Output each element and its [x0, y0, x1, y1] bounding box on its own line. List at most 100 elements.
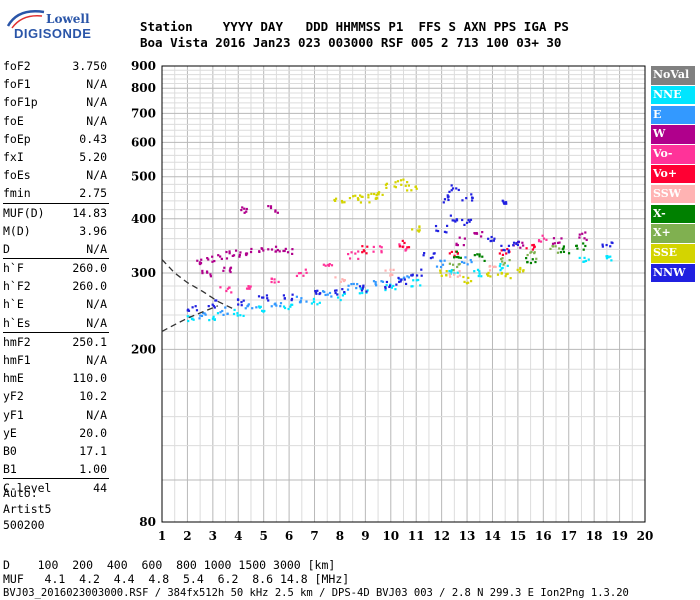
data-point [533, 252, 536, 255]
data-point [512, 241, 516, 244]
data-point [206, 256, 209, 260]
data-point [297, 272, 301, 275]
data-point [500, 249, 503, 252]
data-point [291, 293, 294, 296]
data-point [443, 259, 446, 262]
data-point [581, 232, 584, 235]
data-point [467, 276, 470, 280]
data-point [273, 278, 276, 281]
data-point [299, 301, 302, 304]
data-point [392, 268, 395, 271]
data-point [380, 251, 383, 254]
data-point [456, 265, 459, 269]
data-point [295, 274, 299, 278]
data-point [343, 292, 347, 295]
data-point [587, 258, 590, 261]
data-point [376, 197, 379, 200]
data-point [222, 313, 225, 316]
x-tick-label: 1 [158, 529, 166, 543]
data-point [529, 261, 533, 265]
data-point [316, 303, 319, 306]
data-point [420, 274, 423, 277]
param-row: hmF1 N/A [0, 351, 112, 369]
data-point [533, 246, 536, 249]
data-point [375, 284, 378, 287]
data-point [365, 291, 368, 294]
y-tick-label: 900 [131, 59, 156, 73]
data-point [199, 314, 202, 317]
data-point [318, 301, 321, 304]
data-point [200, 314, 204, 318]
param-value: 0.43 [79, 131, 107, 146]
data-point [507, 249, 510, 252]
data-point [341, 201, 344, 204]
data-point [519, 268, 522, 271]
param-row: yF2 10.2 [0, 387, 112, 405]
data-point [269, 205, 273, 208]
data-point [503, 249, 506, 252]
data-point [270, 277, 273, 280]
data-point [541, 234, 544, 237]
data-point [257, 295, 261, 298]
data-point [258, 250, 261, 253]
param-name: foF1 [3, 77, 31, 92]
data-point [336, 296, 340, 299]
data-point [242, 299, 245, 302]
data-point [458, 270, 461, 273]
data-point [270, 248, 274, 251]
data-point [333, 289, 337, 292]
data-point [453, 256, 456, 259]
data-point [229, 270, 232, 274]
data-point [290, 303, 293, 306]
data-point [211, 260, 214, 263]
data-point [199, 262, 202, 266]
x-tick-label: 14 [484, 529, 501, 543]
y-tick-label: 700 [131, 106, 156, 120]
data-point [445, 231, 448, 234]
data-point [526, 261, 529, 264]
data-point [558, 247, 561, 250]
data-point [340, 199, 344, 203]
data-point [429, 256, 433, 260]
data-point [358, 194, 362, 197]
data-point [214, 299, 217, 302]
param-value: 14.83 [72, 205, 107, 220]
data-point [220, 257, 223, 261]
data-point [582, 248, 585, 251]
data-point [465, 282, 469, 285]
data-point [237, 303, 240, 306]
data-point [532, 243, 535, 247]
data-point [500, 271, 503, 275]
data-point [228, 286, 231, 289]
data-point [236, 314, 239, 317]
data-point [584, 244, 587, 248]
data-point [531, 258, 534, 261]
data-point [519, 246, 522, 249]
param-name: fxI [3, 149, 24, 164]
data-point [343, 201, 346, 204]
data-point [211, 317, 215, 320]
data-point [419, 284, 422, 287]
data-point [274, 210, 277, 213]
data-point [402, 178, 405, 181]
data-point [361, 251, 364, 254]
data-point [243, 211, 246, 214]
data-point [505, 273, 508, 276]
data-point [381, 193, 384, 196]
param-row: fmin 2.75 [0, 184, 112, 202]
data-point [407, 246, 411, 249]
data-point [447, 198, 450, 202]
param-name: foE [3, 113, 24, 128]
data-point [365, 290, 368, 293]
data-point [415, 187, 418, 190]
data-point [283, 297, 286, 300]
data-point [434, 224, 438, 228]
x-tick-label: 20 [637, 529, 654, 543]
param-name: MUF(D) [3, 205, 45, 220]
x-tick-label: 15 [510, 529, 527, 543]
data-point [314, 289, 317, 293]
data-point [530, 250, 533, 253]
data-point [208, 319, 211, 322]
data-point [531, 248, 534, 251]
data-point [247, 285, 250, 288]
